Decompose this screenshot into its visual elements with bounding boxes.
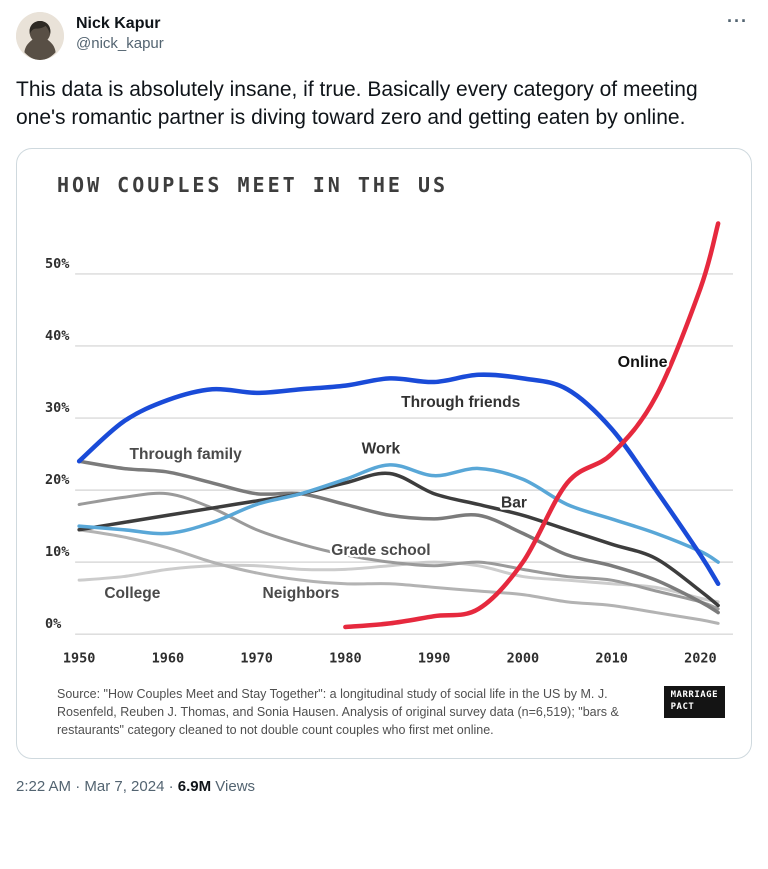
svg-text:1950: 1950 bbox=[63, 650, 96, 666]
separator: · bbox=[168, 777, 174, 795]
avatar-image bbox=[16, 12, 64, 60]
svg-text:Through family: Through family bbox=[130, 446, 243, 463]
logo-line-1: MARRIAGE bbox=[670, 690, 718, 701]
tweet: Nick Kapur @nick_kapur ··· This data is … bbox=[16, 12, 752, 797]
avatar[interactable] bbox=[16, 12, 64, 60]
chart-title: HOW COUPLES MEET IN THE US bbox=[57, 173, 449, 197]
logo-line-2: PACT bbox=[670, 702, 695, 713]
tweet-footer: 2:22 AM · Mar 7, 2024 · 6.9M Views bbox=[16, 777, 752, 797]
svg-text:30%: 30% bbox=[45, 400, 70, 416]
more-options-button[interactable]: ··· bbox=[727, 11, 748, 31]
svg-text:1960: 1960 bbox=[152, 650, 185, 666]
svg-text:Neighbors: Neighbors bbox=[263, 585, 340, 602]
views-label: Views bbox=[215, 777, 256, 795]
svg-text:Through friends: Through friends bbox=[401, 394, 520, 411]
svg-text:1990: 1990 bbox=[418, 650, 451, 666]
marriage-pact-logo: MARRIAGE PACT bbox=[663, 686, 725, 718]
svg-text:Online: Online bbox=[618, 353, 668, 371]
svg-text:0%: 0% bbox=[45, 616, 62, 632]
chart-inner: HOW COUPLES MEET IN THE US 0% 10% 20% 30% 40… bbox=[17, 149, 751, 758]
tweet-header: Nick Kapur @nick_kapur ··· bbox=[16, 12, 752, 60]
svg-text:2020: 2020 bbox=[684, 650, 717, 666]
svg-text:2010: 2010 bbox=[595, 650, 628, 666]
chart-source-row: Source: "How Couples Meet and Stay Toget… bbox=[33, 680, 735, 745]
svg-text:1970: 1970 bbox=[240, 650, 273, 666]
chart-svg: 0% 10% 20% 30% 40% 50% 1950 1960 1970 1980 1990 200… bbox=[45, 221, 733, 666]
display-name[interactable]: Nick Kapur bbox=[76, 15, 161, 32]
svg-text:Work: Work bbox=[362, 440, 401, 457]
chart-source: Source: "How Couples Meet and Stay Toget… bbox=[57, 687, 619, 737]
views-count: 6.9M bbox=[177, 777, 212, 795]
author-names: Nick Kapur @nick_kapur bbox=[76, 12, 723, 54]
svg-text:40%: 40% bbox=[45, 328, 70, 344]
tweet-text: This data is absolutely insane, if true.… bbox=[16, 78, 698, 129]
svg-text:50%: 50% bbox=[45, 256, 70, 272]
svg-text:10%: 10% bbox=[45, 544, 70, 560]
svg-text:1980: 1980 bbox=[329, 650, 362, 666]
chart-card[interactable]: HOW COUPLES MEET IN THE US 0% 10% 20% 30% 40… bbox=[16, 148, 752, 759]
svg-text:20%: 20% bbox=[45, 472, 70, 488]
svg-text:College: College bbox=[104, 585, 160, 602]
svg-text:Bar: Bar bbox=[501, 494, 527, 511]
handle[interactable]: @nick_kapur bbox=[76, 35, 164, 52]
timestamp[interactable]: 2:22 AM · Mar 7, 2024 bbox=[16, 777, 165, 795]
svg-text:2000: 2000 bbox=[507, 650, 540, 666]
svg-text:Grade school: Grade school bbox=[331, 542, 430, 559]
